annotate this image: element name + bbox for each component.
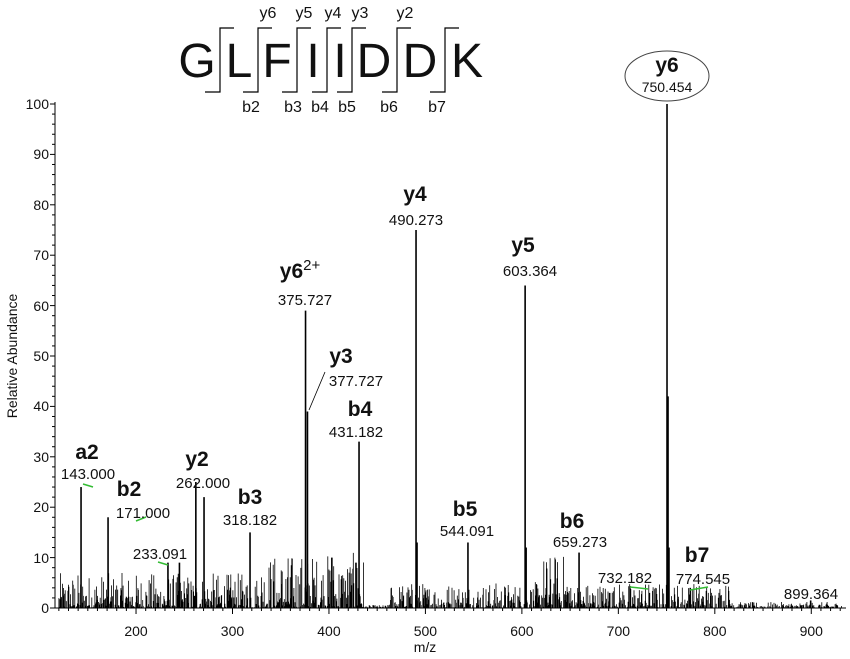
peak-label-233: 233.091 xyxy=(132,546,188,563)
peak-label-377: 377.727 xyxy=(328,373,384,390)
x-tick-label: 800 xyxy=(703,623,727,639)
peak-label-143: 143.000 xyxy=(60,466,116,483)
y-tick-label: 90 xyxy=(33,146,49,163)
fragment-y2: y2 xyxy=(396,5,414,22)
fragment-y6: y6 xyxy=(259,5,277,22)
ion-label-b6: b6 xyxy=(559,510,585,533)
y-tick-label: 10 xyxy=(33,549,49,566)
fragment-y5: y5 xyxy=(295,5,313,22)
y-tick-label: 60 xyxy=(33,297,49,314)
y-tick-label: 100 xyxy=(25,96,49,112)
cleavage-bracket xyxy=(282,27,311,93)
ion-label-b5: b5 xyxy=(452,498,478,521)
y3-leader-line xyxy=(308,371,326,411)
cleavage-bracket xyxy=(430,27,459,93)
fragment-b5: b5 xyxy=(338,99,356,116)
charge-state: 2+ xyxy=(303,257,321,274)
peak-label-262: 262.000 xyxy=(175,475,231,492)
fragment-b4: b4 xyxy=(311,99,329,116)
peak-label-732: 732.182 xyxy=(597,570,653,587)
ion-name: y6 xyxy=(279,260,304,283)
y6-highlight-ellipse xyxy=(624,50,710,102)
residue-4: I xyxy=(306,35,320,88)
cleavage-bracket xyxy=(205,27,234,93)
residue-6: D xyxy=(356,35,392,88)
peak-label-375: 375.727 xyxy=(277,292,333,309)
x-tick-label: 300 xyxy=(220,623,245,639)
cleavage-bracket xyxy=(337,27,366,93)
ion-label-y2: y2 xyxy=(185,448,209,471)
peak-label-318: 318.182 xyxy=(222,512,278,529)
residue-8: K xyxy=(450,35,484,88)
fragment-b6: b6 xyxy=(380,99,398,116)
residue-5: I xyxy=(333,35,347,88)
green-marker xyxy=(82,483,94,488)
fragment-b2: b2 xyxy=(242,99,260,116)
ion-label-a2: a2 xyxy=(75,441,99,464)
cleavage-bracket xyxy=(312,27,341,93)
y-tick-label: 30 xyxy=(33,448,49,465)
ion-label-y6: y6 xyxy=(655,54,679,77)
green-marker xyxy=(135,516,147,522)
peak-label-750: 750.454 xyxy=(641,79,693,95)
x-tick-label: 200 xyxy=(124,623,148,639)
green-marker xyxy=(157,561,169,566)
ion-label-y4: y4 xyxy=(403,183,427,206)
x-tick-label: 500 xyxy=(413,623,438,639)
fragment-y3: y3 xyxy=(351,5,369,22)
peak-label-774: 774.545 xyxy=(675,571,731,588)
peak-label-490: 490.273 xyxy=(388,212,444,229)
y-tick-label: 50 xyxy=(33,348,49,364)
peak-label-659: 659.273 xyxy=(552,534,608,551)
ion-label-y5: y5 xyxy=(511,234,535,257)
fragment-y4: y4 xyxy=(324,5,342,22)
peak-label-431: 431.182 xyxy=(328,424,384,441)
x-tick-label: 700 xyxy=(606,623,631,639)
ion-label-y6-2plus: y62+ xyxy=(280,258,320,282)
x-axis-label: m/z xyxy=(413,639,437,655)
residue-7: D xyxy=(402,35,438,88)
green-marker xyxy=(629,586,649,590)
residue-1: G xyxy=(178,35,216,88)
ion-label-y3: y3 xyxy=(329,345,353,368)
fragment-b3: b3 xyxy=(284,99,302,116)
y-axis-label: Relative Abundance xyxy=(4,293,20,419)
green-marker xyxy=(689,586,709,591)
peak-label-544: 544.091 xyxy=(439,523,495,540)
peak-label-171: 171.000 xyxy=(115,505,171,522)
x-tick-label: 600 xyxy=(510,623,534,639)
y-tick-label: 20 xyxy=(33,499,49,516)
peak-label-603: 603.364 xyxy=(502,263,558,280)
peak-label-899: 899.364 xyxy=(783,586,839,603)
ion-label-b7: b7 xyxy=(684,544,710,567)
fragment-b7: b7 xyxy=(428,99,446,116)
y-tick-label: 0 xyxy=(41,600,49,616)
cleavage-bracket xyxy=(243,27,272,93)
y-tick-label: 40 xyxy=(33,398,49,415)
residue-2: L xyxy=(225,35,253,88)
residue-3: F xyxy=(262,35,292,88)
ion-label-b3: b3 xyxy=(237,486,263,509)
x-tick-label: 900 xyxy=(799,623,823,639)
x-tick-label: 400 xyxy=(317,623,341,639)
ion-label-b2: b2 xyxy=(116,478,142,501)
y-tick-label: 80 xyxy=(33,196,49,213)
cleavage-bracket xyxy=(382,27,411,93)
ion-label-b4: b4 xyxy=(347,398,373,421)
y-tick-label: 70 xyxy=(33,247,49,264)
